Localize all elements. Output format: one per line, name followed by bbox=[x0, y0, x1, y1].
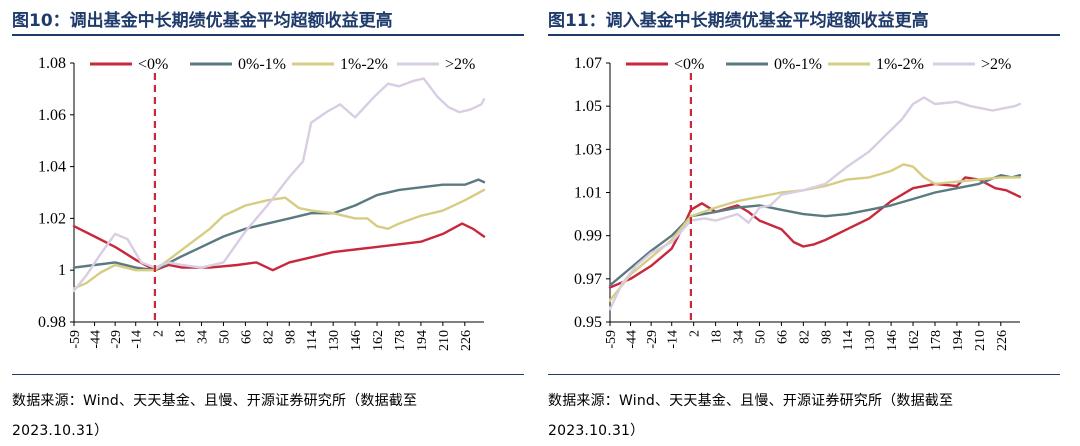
line-chart-fig11: 0.95 0.97 0.99 1.01 1.03 1.05 1.07 -59 -44 -29 -14… bbox=[574, 55, 1022, 351]
x-tick-label: 18 bbox=[174, 330, 189, 344]
x-tick-label: 162 bbox=[371, 330, 386, 351]
y-tick-label: 1.08 bbox=[38, 55, 66, 72]
legend-label: 1%-2% bbox=[340, 56, 388, 73]
x-tick-label: -14 bbox=[130, 330, 145, 349]
series-line-0 bbox=[72, 222, 486, 272]
line-chart-fig10: 0.98 1 1.02 1.04 1.06 1.08 -59 -44 -29 -14 2 18 34 50… bbox=[38, 55, 486, 351]
series-line-2 bbox=[608, 163, 1022, 302]
series-line-3 bbox=[72, 77, 486, 293]
x-tick-label: 66 bbox=[239, 330, 254, 344]
x-tick-label: -14 bbox=[666, 330, 681, 349]
x-tick-label: -59 bbox=[604, 330, 619, 349]
chart-panel-right: 图11：调入基金中长期绩优基金平均超额收益更高 0.95 0.97 0.99 1.01… bbox=[548, 0, 1074, 442]
source-divider bbox=[12, 374, 524, 375]
title-divider bbox=[548, 34, 1060, 36]
y-tick-label: 0.95 bbox=[574, 314, 602, 331]
x-tick-label: -29 bbox=[109, 330, 124, 349]
x-tick-label: 146 bbox=[349, 330, 364, 351]
x-tick-label: 98 bbox=[819, 330, 834, 344]
data-source-note: 数据来源：Wind、天天基金、且慢、开源证券研究所（数据截至 2023.10.3… bbox=[548, 386, 1060, 446]
x-tick-label: -44 bbox=[625, 330, 640, 349]
x-tick-label: 114 bbox=[841, 330, 856, 350]
source-line-1: 数据来源：Wind、天天基金、且慢、开源证券研究所（数据截至 bbox=[12, 393, 418, 409]
source-line-1: 数据来源：Wind、天天基金、且慢、开源证券研究所（数据截至 bbox=[548, 393, 954, 409]
legend-label: 1%-2% bbox=[876, 56, 924, 73]
source-divider bbox=[548, 374, 1060, 375]
y-tick-label: 0.99 bbox=[574, 228, 602, 245]
y-tick-label: 1.05 bbox=[574, 98, 602, 115]
x-tick-label: 2 bbox=[688, 330, 703, 337]
y-tick-label: 0.97 bbox=[574, 271, 602, 288]
x-tick-label: 50 bbox=[217, 330, 232, 344]
x-tick-label: 114 bbox=[305, 330, 320, 350]
x-tick-label: 66 bbox=[775, 330, 790, 344]
chart-title: 图10：调出基金中长期绩优基金平均超额收益更高 bbox=[12, 11, 393, 31]
title-divider bbox=[12, 34, 524, 36]
x-tick-label: 226 bbox=[459, 330, 474, 351]
series-line-0 bbox=[608, 176, 1022, 289]
y-tick-label: 1.06 bbox=[38, 107, 66, 124]
x-tick-label: 178 bbox=[393, 330, 408, 351]
x-tick-label: -44 bbox=[89, 330, 104, 349]
legend-label: 0%-1% bbox=[774, 56, 822, 73]
x-tick-label: 130 bbox=[863, 330, 878, 351]
x-tick-label: 194 bbox=[951, 330, 966, 351]
x-tick-label: 130 bbox=[327, 330, 342, 351]
x-tick-label: 34 bbox=[732, 330, 747, 344]
series-line-2 bbox=[72, 188, 486, 290]
series-line-1 bbox=[72, 178, 486, 272]
source-line-2: 2023.10.31） bbox=[12, 423, 109, 439]
legend-label: <0% bbox=[138, 56, 168, 73]
y-tick-label: 1 bbox=[58, 262, 66, 279]
x-tick-label: 82 bbox=[797, 330, 812, 344]
y-tick-label: 0.98 bbox=[38, 314, 66, 331]
y-tick-label: 1.01 bbox=[574, 185, 602, 202]
legend-label: >2% bbox=[445, 56, 475, 73]
x-tick-label: 2 bbox=[152, 330, 167, 337]
x-tick-label: 162 bbox=[907, 330, 922, 351]
x-tick-label: 98 bbox=[283, 330, 298, 344]
y-tick-label: 1.04 bbox=[38, 159, 66, 176]
x-tick-label: 178 bbox=[929, 330, 944, 351]
chart-title: 图11：调入基金中长期绩优基金平均超额收益更高 bbox=[548, 11, 929, 31]
y-tick-label: 1.03 bbox=[574, 141, 602, 158]
x-tick-label: 226 bbox=[995, 330, 1010, 351]
y-tick-label: 1.07 bbox=[574, 55, 602, 72]
legend-label: >2% bbox=[981, 56, 1011, 73]
series-line-1 bbox=[608, 173, 1022, 287]
x-tick-label: 210 bbox=[973, 330, 988, 351]
chart-panel-left: 图10：调出基金中长期绩优基金平均超额收益更高 0.98 1 1.02 1.04 1.0… bbox=[12, 0, 538, 442]
legend-label: 0%-1% bbox=[238, 56, 286, 73]
x-tick-label: 146 bbox=[885, 330, 900, 351]
source-line-2: 2023.10.31） bbox=[548, 423, 645, 439]
y-tick-label: 1.02 bbox=[38, 210, 66, 227]
x-tick-label: 194 bbox=[415, 330, 430, 351]
x-tick-label: 82 bbox=[261, 330, 276, 344]
data-source-note: 数据来源：Wind、天天基金、且慢、开源证券研究所（数据截至 2023.10.3… bbox=[12, 386, 524, 446]
x-tick-label: 18 bbox=[710, 330, 725, 344]
x-tick-label: 50 bbox=[753, 330, 768, 344]
legend-label: <0% bbox=[674, 56, 704, 73]
x-tick-label: 34 bbox=[196, 330, 211, 344]
x-tick-label: 210 bbox=[437, 330, 452, 351]
series-line-3 bbox=[608, 96, 1022, 311]
x-tick-label: -29 bbox=[645, 330, 660, 349]
x-tick-label: -59 bbox=[68, 330, 83, 349]
